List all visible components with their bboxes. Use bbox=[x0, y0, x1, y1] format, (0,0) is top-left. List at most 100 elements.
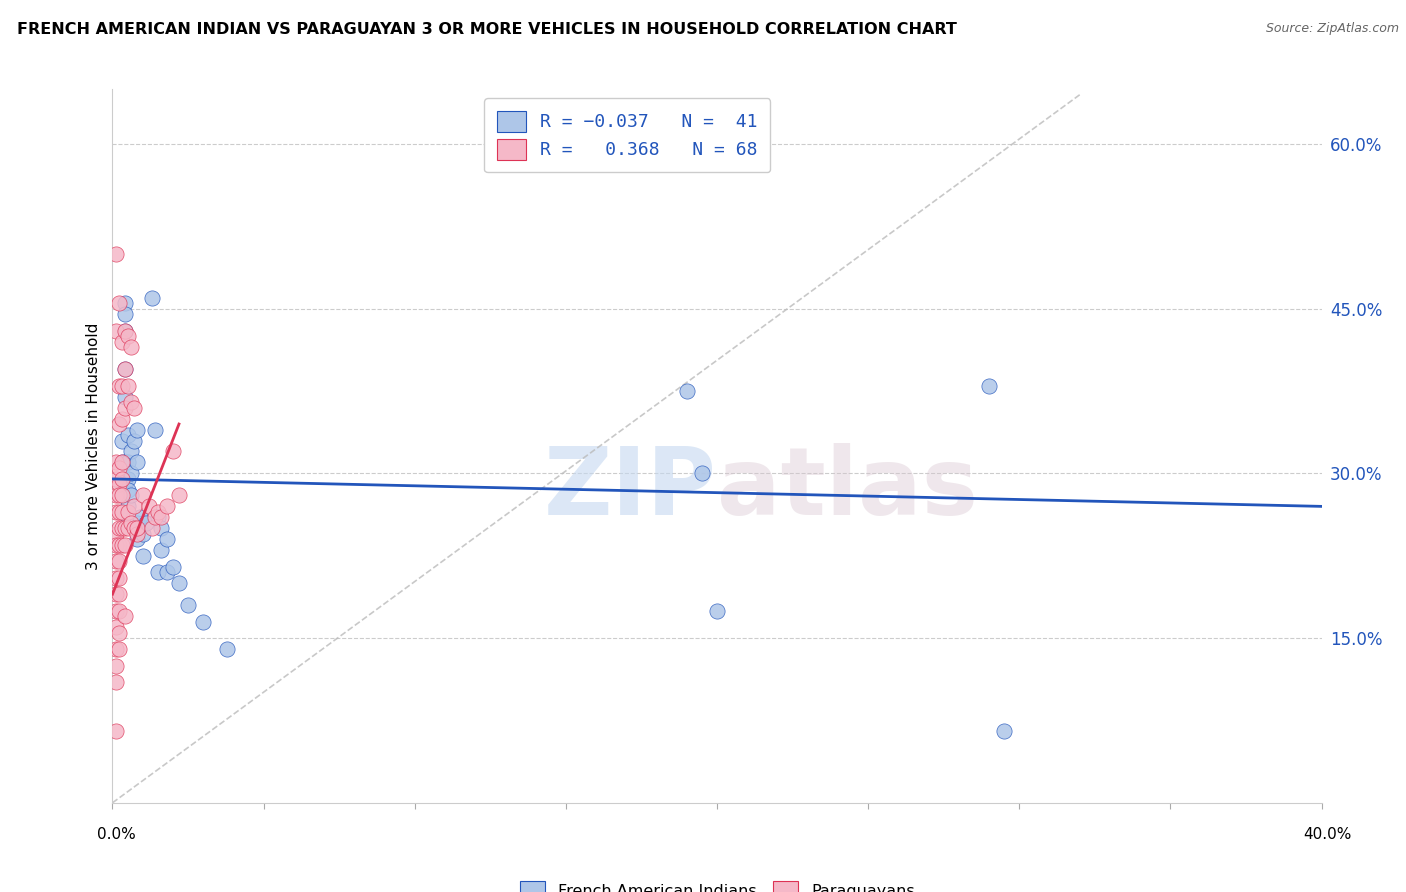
Text: 0.0%: 0.0% bbox=[97, 827, 136, 841]
Point bbox=[156, 533, 179, 547]
Point bbox=[162, 559, 184, 574]
Point bbox=[146, 566, 169, 580]
Point bbox=[125, 423, 148, 437]
Point bbox=[149, 521, 172, 535]
Point bbox=[104, 620, 127, 634]
Point bbox=[107, 538, 129, 552]
Point bbox=[114, 324, 136, 338]
Point bbox=[104, 488, 127, 502]
Point bbox=[122, 434, 145, 448]
Point bbox=[107, 296, 129, 310]
Point bbox=[104, 604, 127, 618]
Point bbox=[107, 461, 129, 475]
Point bbox=[104, 554, 127, 568]
Point bbox=[122, 521, 145, 535]
Point bbox=[132, 488, 155, 502]
Point bbox=[167, 488, 190, 502]
Point bbox=[107, 642, 129, 657]
Point bbox=[107, 477, 129, 491]
Point bbox=[125, 516, 148, 530]
Point bbox=[125, 533, 148, 547]
Point bbox=[114, 477, 136, 491]
Point bbox=[107, 554, 129, 568]
Point bbox=[114, 362, 136, 376]
Point bbox=[132, 526, 155, 541]
Point bbox=[117, 472, 139, 486]
Point bbox=[114, 296, 136, 310]
Point bbox=[110, 378, 132, 392]
Point bbox=[167, 576, 190, 591]
Point bbox=[117, 455, 139, 469]
Point bbox=[120, 395, 142, 409]
Point bbox=[110, 411, 132, 425]
Point bbox=[110, 455, 132, 469]
Point bbox=[110, 472, 132, 486]
Point bbox=[141, 291, 163, 305]
Point bbox=[107, 625, 129, 640]
Point bbox=[977, 378, 1000, 392]
Point bbox=[104, 724, 127, 739]
Point bbox=[120, 467, 142, 481]
Point bbox=[107, 505, 129, 519]
Point bbox=[114, 390, 136, 404]
Point bbox=[110, 455, 132, 469]
Point bbox=[122, 401, 145, 415]
Point bbox=[110, 334, 132, 349]
Legend: French American Indians, Paraguayans: French American Indians, Paraguayans bbox=[510, 871, 924, 892]
Point bbox=[104, 538, 127, 552]
Point bbox=[107, 488, 129, 502]
Point bbox=[110, 521, 132, 535]
Point bbox=[125, 521, 148, 535]
Point bbox=[146, 510, 169, 524]
Point bbox=[107, 417, 129, 431]
Point bbox=[993, 724, 1015, 739]
Point bbox=[110, 538, 132, 552]
Point bbox=[177, 598, 200, 612]
Point bbox=[114, 307, 136, 321]
Point bbox=[122, 500, 145, 514]
Point bbox=[114, 521, 136, 535]
Point bbox=[104, 587, 127, 601]
Point bbox=[110, 488, 132, 502]
Point bbox=[143, 423, 166, 437]
Point bbox=[149, 543, 172, 558]
Point bbox=[117, 428, 139, 442]
Point bbox=[128, 510, 150, 524]
Point bbox=[675, 384, 697, 398]
Point bbox=[132, 549, 155, 563]
Point bbox=[141, 521, 163, 535]
Point bbox=[104, 642, 127, 657]
Point bbox=[104, 247, 127, 261]
Text: Source: ZipAtlas.com: Source: ZipAtlas.com bbox=[1265, 22, 1399, 36]
Point bbox=[104, 324, 127, 338]
Point bbox=[114, 401, 136, 415]
Point bbox=[191, 615, 214, 629]
Point bbox=[117, 378, 139, 392]
Point bbox=[125, 455, 148, 469]
Point bbox=[114, 538, 136, 552]
Point bbox=[690, 467, 713, 481]
Text: ZIP: ZIP bbox=[544, 442, 717, 535]
Point bbox=[107, 571, 129, 585]
Point bbox=[117, 500, 139, 514]
Point bbox=[149, 510, 172, 524]
Point bbox=[104, 472, 127, 486]
Point bbox=[104, 455, 127, 469]
Point bbox=[138, 500, 160, 514]
Text: atlas: atlas bbox=[717, 442, 979, 535]
Point bbox=[117, 516, 139, 530]
Point bbox=[120, 340, 142, 354]
Point bbox=[114, 324, 136, 338]
Point bbox=[104, 658, 127, 673]
Point bbox=[107, 378, 129, 392]
Text: 40.0%: 40.0% bbox=[1303, 827, 1351, 841]
Point bbox=[156, 566, 179, 580]
Y-axis label: 3 or more Vehicles in Household: 3 or more Vehicles in Household bbox=[86, 322, 101, 570]
Point bbox=[107, 521, 129, 535]
Point bbox=[117, 329, 139, 343]
Point bbox=[117, 483, 139, 497]
Point bbox=[117, 505, 139, 519]
Text: FRENCH AMERICAN INDIAN VS PARAGUAYAN 3 OR MORE VEHICLES IN HOUSEHOLD CORRELATION: FRENCH AMERICAN INDIAN VS PARAGUAYAN 3 O… bbox=[17, 22, 956, 37]
Point bbox=[104, 505, 127, 519]
Point bbox=[117, 521, 139, 535]
